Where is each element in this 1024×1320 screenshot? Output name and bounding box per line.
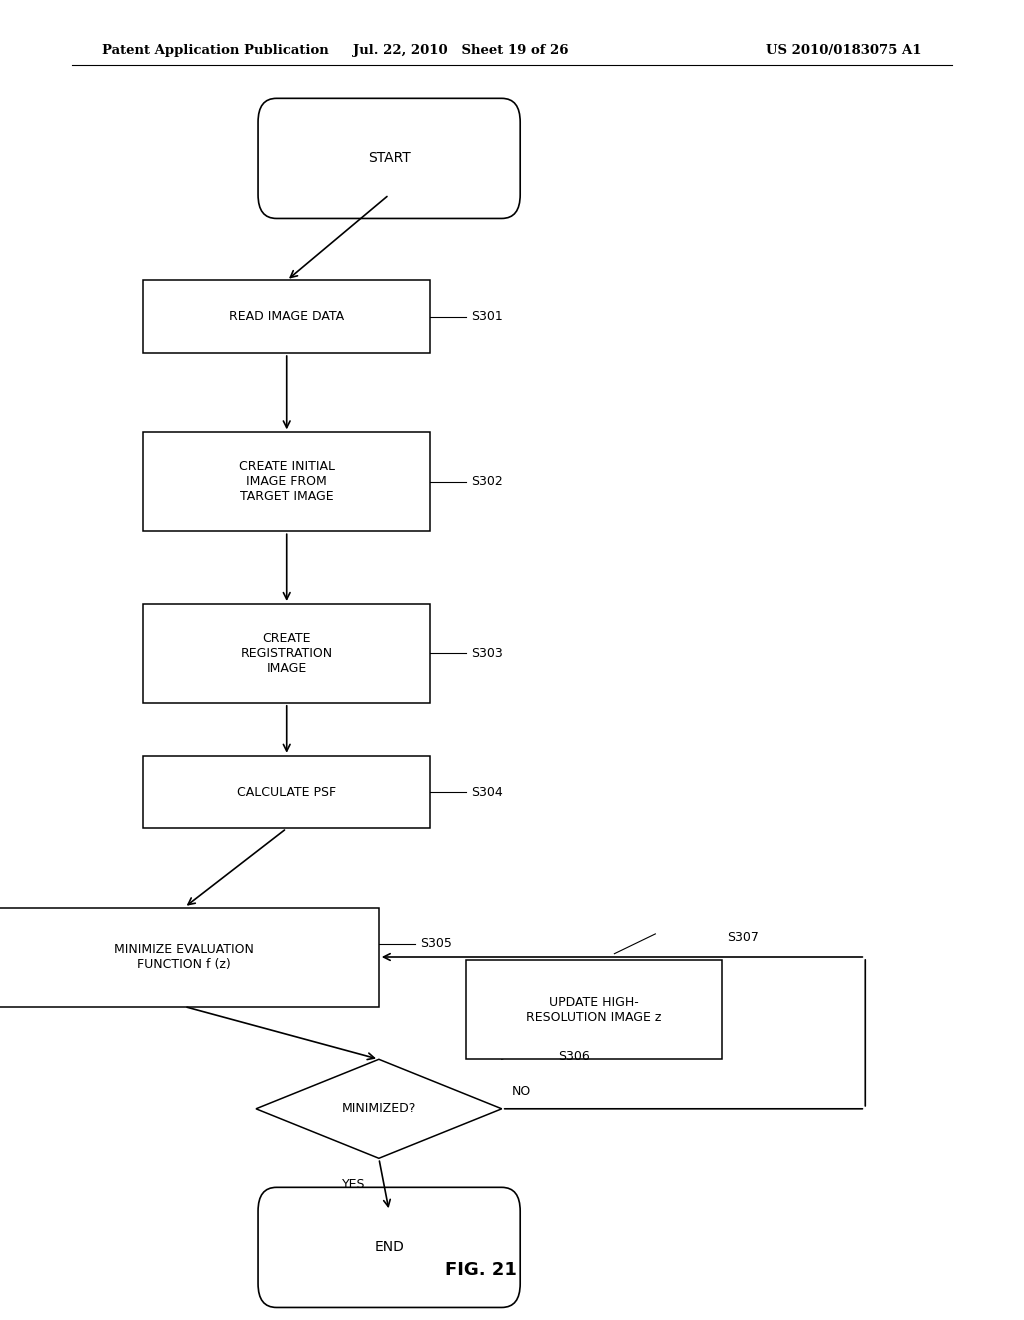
FancyBboxPatch shape bbox=[143, 605, 430, 702]
Text: Patent Application Publication: Patent Application Publication bbox=[102, 44, 329, 57]
Text: READ IMAGE DATA: READ IMAGE DATA bbox=[229, 310, 344, 323]
Text: S304: S304 bbox=[471, 785, 503, 799]
Polygon shape bbox=[256, 1059, 502, 1159]
Text: S306: S306 bbox=[558, 1049, 590, 1063]
Text: MINIMIZED?: MINIMIZED? bbox=[342, 1102, 416, 1115]
Text: S305: S305 bbox=[420, 937, 452, 950]
Text: S302: S302 bbox=[471, 475, 503, 488]
Text: US 2010/0183075 A1: US 2010/0183075 A1 bbox=[766, 44, 922, 57]
FancyBboxPatch shape bbox=[143, 755, 430, 829]
Text: NO: NO bbox=[512, 1085, 531, 1098]
Text: START: START bbox=[368, 152, 411, 165]
FancyBboxPatch shape bbox=[143, 280, 430, 352]
FancyBboxPatch shape bbox=[258, 98, 520, 218]
FancyBboxPatch shape bbox=[0, 908, 379, 1006]
Text: UPDATE HIGH-
RESOLUTION IMAGE z: UPDATE HIGH- RESOLUTION IMAGE z bbox=[526, 995, 662, 1024]
Text: CREATE
REGISTRATION
IMAGE: CREATE REGISTRATION IMAGE bbox=[241, 632, 333, 675]
Text: S307: S307 bbox=[727, 931, 759, 944]
Text: END: END bbox=[374, 1241, 404, 1254]
Text: YES: YES bbox=[342, 1177, 365, 1191]
FancyBboxPatch shape bbox=[258, 1188, 520, 1307]
FancyBboxPatch shape bbox=[466, 961, 722, 1059]
Text: MINIMIZE EVALUATION
FUNCTION f (z): MINIMIZE EVALUATION FUNCTION f (z) bbox=[115, 942, 254, 972]
Text: CREATE INITIAL
IMAGE FROM
TARGET IMAGE: CREATE INITIAL IMAGE FROM TARGET IMAGE bbox=[239, 461, 335, 503]
Text: S303: S303 bbox=[471, 647, 503, 660]
FancyBboxPatch shape bbox=[143, 433, 430, 531]
Text: CALCULATE PSF: CALCULATE PSF bbox=[238, 785, 336, 799]
Text: FIG. 21: FIG. 21 bbox=[445, 1261, 517, 1279]
Text: S301: S301 bbox=[471, 310, 503, 323]
Text: Jul. 22, 2010   Sheet 19 of 26: Jul. 22, 2010 Sheet 19 of 26 bbox=[353, 44, 568, 57]
